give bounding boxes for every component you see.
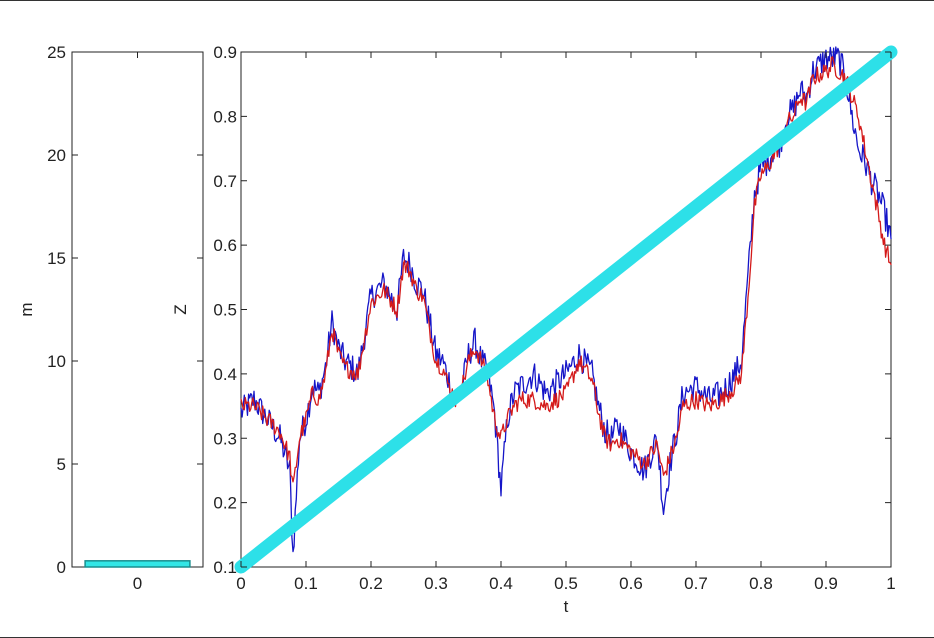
series-line-2 (234, 45, 898, 574)
line-x-tick-label: 0.4 (489, 574, 513, 593)
line-x-tick-label: 1 (886, 574, 895, 593)
line-chart-y-ticks: 0.1 0.2 0.3 0.4 0.5 0.6 0.7 0.8 0.9 (213, 43, 891, 577)
line-x-tick-label: 0.3 (424, 574, 448, 593)
bar-chart-y-ticks: 0 5 10 15 20 25 (47, 43, 203, 577)
bar-x-tick-label: 0 (133, 574, 142, 593)
bar-chart-bars (84, 560, 191, 568)
line-x-tick-label: 0 (236, 574, 245, 593)
line-chart-y-axis-label: Z (171, 304, 190, 314)
bar-chart-x-ticks: 0 (133, 52, 142, 593)
line-chart-panel: 0.10.20.30.40.50.60.70.80.9 0 0.1 0.2 0.3 0.… (171, 43, 898, 616)
bar-y-tick-label: 25 (47, 43, 66, 62)
line-y-tick-label: 0.5 (213, 301, 237, 320)
series-line-1 (240, 56, 892, 483)
line-y-tick-label: 0.3 (213, 429, 237, 448)
line-y-tick-label: 0.6 (213, 236, 237, 255)
bar-y-tick-label: 20 (47, 146, 66, 165)
line-x-tick-label: 0.7 (684, 574, 708, 593)
line-chart-series (234, 45, 898, 574)
line-y-tick-label: 0.9 (213, 43, 237, 62)
line-y-tick-label: 0.2 (213, 494, 237, 513)
bar-y-tick-label: 0 (57, 558, 66, 577)
bar-y-tick-label: 10 (47, 352, 66, 371)
line-y-tick-label: 0.7 (213, 172, 237, 191)
bar-y-tick-label: 15 (47, 249, 66, 268)
line-y-tick-label: 0.4 (213, 365, 237, 384)
line-x-tick-label: 0.6 (619, 574, 643, 593)
bar-chart-y-axis-label: m (17, 302, 36, 316)
line-x-tick-label: 0.5 (554, 574, 578, 593)
line-x-tick-label: 0.1 (294, 574, 318, 593)
bar-y-tick-label: 5 (57, 455, 66, 474)
line-y-tick-label: 0.8 (213, 107, 237, 126)
line-chart-x-axis-label: t (564, 597, 569, 616)
bar (84, 560, 191, 568)
line-y-tick-label: 0.1 (213, 558, 237, 577)
line-x-tick-label: 0.9 (814, 574, 838, 593)
line-chart-x-ticks: 0 0.1 0.2 0.3 0.4 0.5 0.6 0.7 0.8 0.9 1 (236, 52, 896, 593)
line-x-tick-label: 0.2 (359, 574, 383, 593)
bar-chart-panel: 0 5 10 15 20 25 0 m (17, 43, 204, 593)
line-x-tick-label: 0.8 (749, 574, 773, 593)
